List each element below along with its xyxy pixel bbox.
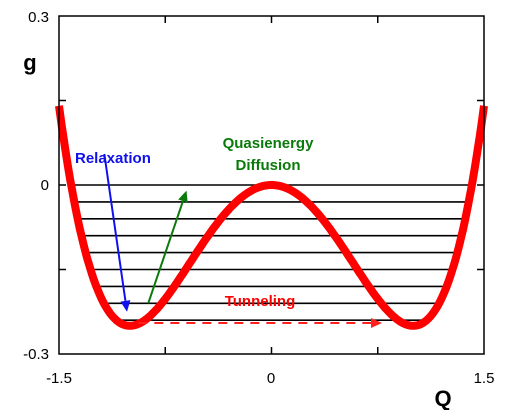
relaxation-label: Relaxation [75,150,151,167]
y-tick-mid: 0 [41,177,49,194]
tunneling-label: Tunneling [225,293,296,310]
x-axis-title: Q [434,386,451,410]
quasienergy-diffusion-arrow-shaft [147,200,184,304]
y-axis-title: g [23,50,36,75]
x-tick-mid: 0 [267,370,275,387]
y-tick-bottom: -0.3 [23,346,49,363]
diffusion-label: Diffusion [236,157,301,174]
relaxation-arrow-shaft [103,153,127,302]
axis-ticks [59,16,484,354]
y-tick-top: 0.3 [28,9,49,26]
quasienergy-label: Quasienergy [223,135,315,152]
x-tick-left: -1.5 [46,370,72,387]
tunneling-arrow-head [371,318,382,329]
arrows [103,153,382,329]
potential-curve [55,105,488,330]
relaxation-arrow-head [120,300,131,312]
quasienergy-diffusion-arrow-head [178,190,188,203]
x-tick-right: 1.5 [474,370,495,387]
